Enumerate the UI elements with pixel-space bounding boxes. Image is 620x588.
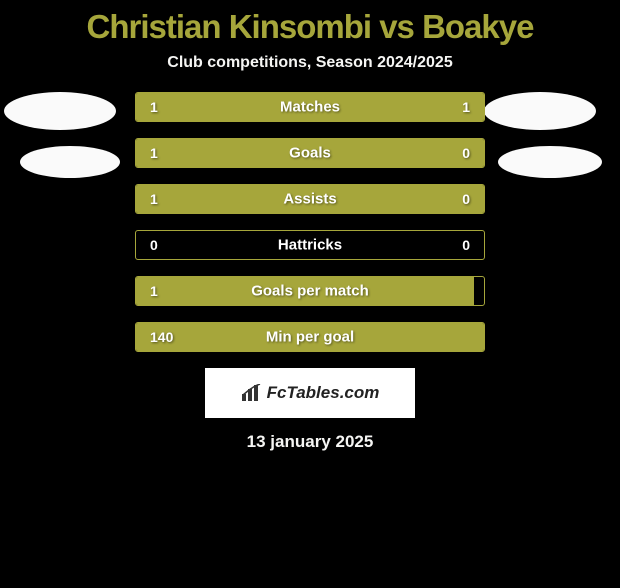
value-left: 1 — [150, 283, 158, 299]
stat-label: Assists — [283, 191, 336, 208]
right-avatar-0 — [484, 92, 596, 130]
stat-label: Matches — [280, 99, 340, 116]
stat-row: 0 0 Hattricks — [135, 230, 485, 260]
comparison-chart: 1 1 Matches 1 0 Goals 1 0 Assists 0 0 Hattricks 1 Goa… — [0, 92, 620, 352]
value-left: 1 — [150, 191, 158, 207]
fill-right — [400, 139, 484, 167]
fill-right — [400, 185, 484, 213]
subtitle: Club competitions, Season 2024/2025 — [0, 54, 620, 72]
value-left: 1 — [150, 99, 158, 115]
date-label: 13 january 2025 — [0, 432, 620, 452]
stat-row: 1 Goals per match — [135, 276, 485, 306]
value-right: 0 — [462, 191, 470, 207]
stat-label: Min per goal — [266, 329, 354, 346]
chart-rows: 1 1 Matches 1 0 Goals 1 0 Assists 0 0 Hattricks 1 Goa… — [135, 92, 485, 352]
stat-row: 1 0 Assists — [135, 184, 485, 214]
value-right: 0 — [462, 145, 470, 161]
value-right: 1 — [462, 99, 470, 115]
left-avatar-1 — [20, 146, 120, 178]
value-left: 0 — [150, 237, 158, 253]
page-title: Christian Kinsombi vs Boakye — [0, 8, 620, 46]
fill-left — [136, 139, 400, 167]
right-avatar-1 — [498, 146, 602, 178]
bars-icon — [241, 384, 263, 402]
footer-logo-box: FcTables.com — [205, 368, 415, 418]
footer-logo: FcTables.com — [241, 383, 380, 403]
value-left: 1 — [150, 145, 158, 161]
footer-logo-text: FcTables.com — [267, 383, 380, 403]
stat-label: Goals — [289, 145, 331, 162]
stat-row: 140 Min per goal — [135, 322, 485, 352]
left-avatar-0 — [4, 92, 116, 130]
stat-row: 1 0 Goals — [135, 138, 485, 168]
stat-row: 1 1 Matches — [135, 92, 485, 122]
value-right: 0 — [462, 237, 470, 253]
stat-label: Goals per match — [251, 283, 369, 300]
fill-left — [136, 185, 400, 213]
value-left: 140 — [150, 329, 173, 345]
stat-label: Hattricks — [278, 237, 342, 254]
